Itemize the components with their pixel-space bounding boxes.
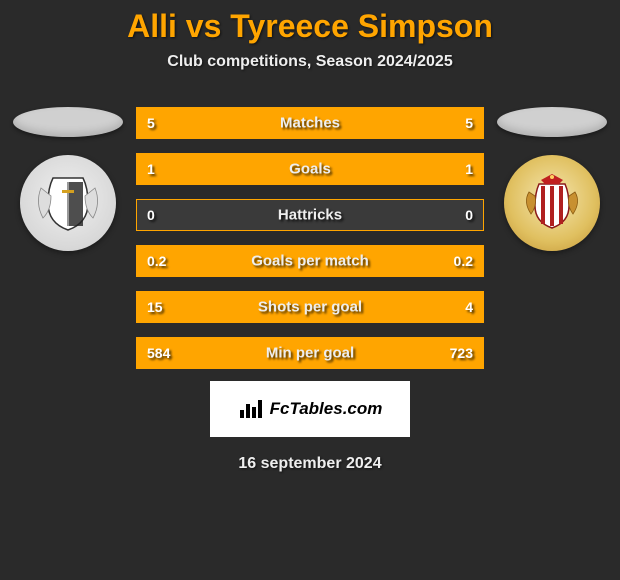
stat-bar: Matches 5 5 — [136, 107, 484, 139]
bars-icon — [238, 398, 264, 420]
stat-bar: Min per goal 584 723 — [136, 337, 484, 369]
stat-value-right: 1 — [465, 161, 473, 177]
stat-label: Min per goal — [266, 345, 354, 362]
stat-value-right: 4 — [465, 299, 473, 315]
stat-bar: Hattricks 0 0 — [136, 199, 484, 231]
left-player-avatar-placeholder — [13, 107, 123, 137]
subtitle: Club competitions, Season 2024/2025 — [0, 53, 620, 71]
source-logo: FcTables.com — [210, 381, 410, 437]
stat-label: Matches — [280, 115, 340, 132]
comparison-infographic: Alli vs Tyreece Simpson Club competition… — [0, 0, 620, 580]
left-player-club-crest — [20, 155, 116, 251]
stat-value-left: 15 — [147, 299, 163, 315]
right-player-avatar-placeholder — [497, 107, 607, 137]
stat-label: Shots per goal — [258, 299, 362, 316]
stat-value-right: 0.2 — [454, 253, 473, 269]
main-row: Matches 5 5 Goals 1 1 Hattricks 0 0 Goals per mat… — [0, 107, 620, 369]
footer-date: 16 september 2024 — [0, 455, 620, 473]
stat-bar: Shots per goal 15 4 — [136, 291, 484, 323]
stat-value-left: 584 — [147, 345, 170, 361]
stat-value-left: 5 — [147, 115, 155, 131]
stat-value-left: 1 — [147, 161, 155, 177]
shield-icon — [517, 168, 587, 238]
stat-value-right: 0 — [465, 207, 473, 223]
stats-bars: Matches 5 5 Goals 1 1 Hattricks 0 0 Goals per mat… — [136, 107, 484, 369]
right-player-col — [494, 107, 610, 251]
stat-value-left: 0 — [147, 207, 155, 223]
stat-value-left: 0.2 — [147, 253, 166, 269]
stat-label: Goals per match — [251, 253, 369, 270]
left-player-col — [10, 107, 126, 251]
source-logo-text: FcTables.com — [270, 399, 383, 419]
bar-fill-right — [310, 154, 483, 184]
stat-bar: Goals per match 0.2 0.2 — [136, 245, 484, 277]
stat-value-right: 723 — [450, 345, 473, 361]
right-player-club-crest — [504, 155, 600, 251]
bar-fill-left — [137, 154, 310, 184]
stat-value-right: 5 — [465, 115, 473, 131]
shield-icon — [33, 168, 103, 238]
stat-bar: Goals 1 1 — [136, 153, 484, 185]
stat-label: Goals — [289, 161, 331, 178]
stat-label: Hattricks — [278, 207, 342, 224]
page-title: Alli vs Tyreece Simpson — [0, 8, 620, 45]
